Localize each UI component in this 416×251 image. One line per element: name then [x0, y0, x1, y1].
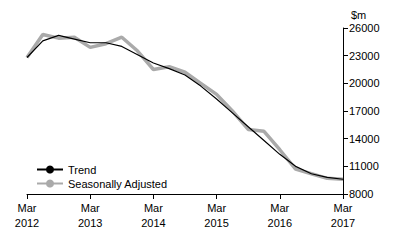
svg-text:2012: 2012: [15, 217, 39, 229]
svg-text:8000: 8000: [349, 188, 373, 200]
svg-text:2017: 2017: [331, 217, 355, 229]
svg-text:17000: 17000: [349, 105, 380, 117]
svg-text:Mar: Mar: [18, 202, 37, 214]
svg-text:2015: 2015: [204, 217, 228, 229]
svg-text:$m: $m: [351, 9, 366, 21]
svg-text:14000: 14000: [349, 133, 380, 145]
svg-text:Mar: Mar: [207, 202, 226, 214]
svg-text:20000: 20000: [349, 77, 380, 89]
svg-text:26000: 26000: [349, 22, 380, 34]
svg-text:Trend: Trend: [68, 164, 96, 176]
svg-text:2014: 2014: [141, 217, 165, 229]
svg-text:Mar: Mar: [144, 202, 163, 214]
svg-text:Mar: Mar: [270, 202, 289, 214]
svg-text:Mar: Mar: [334, 202, 353, 214]
svg-text:2016: 2016: [268, 217, 292, 229]
svg-text:11000: 11000: [349, 160, 379, 172]
svg-text:2013: 2013: [78, 217, 102, 229]
svg-text:Mar: Mar: [81, 202, 100, 214]
svg-text:Seasonally Adjusted: Seasonally Adjusted: [68, 178, 167, 190]
svg-text:23000: 23000: [349, 50, 380, 62]
